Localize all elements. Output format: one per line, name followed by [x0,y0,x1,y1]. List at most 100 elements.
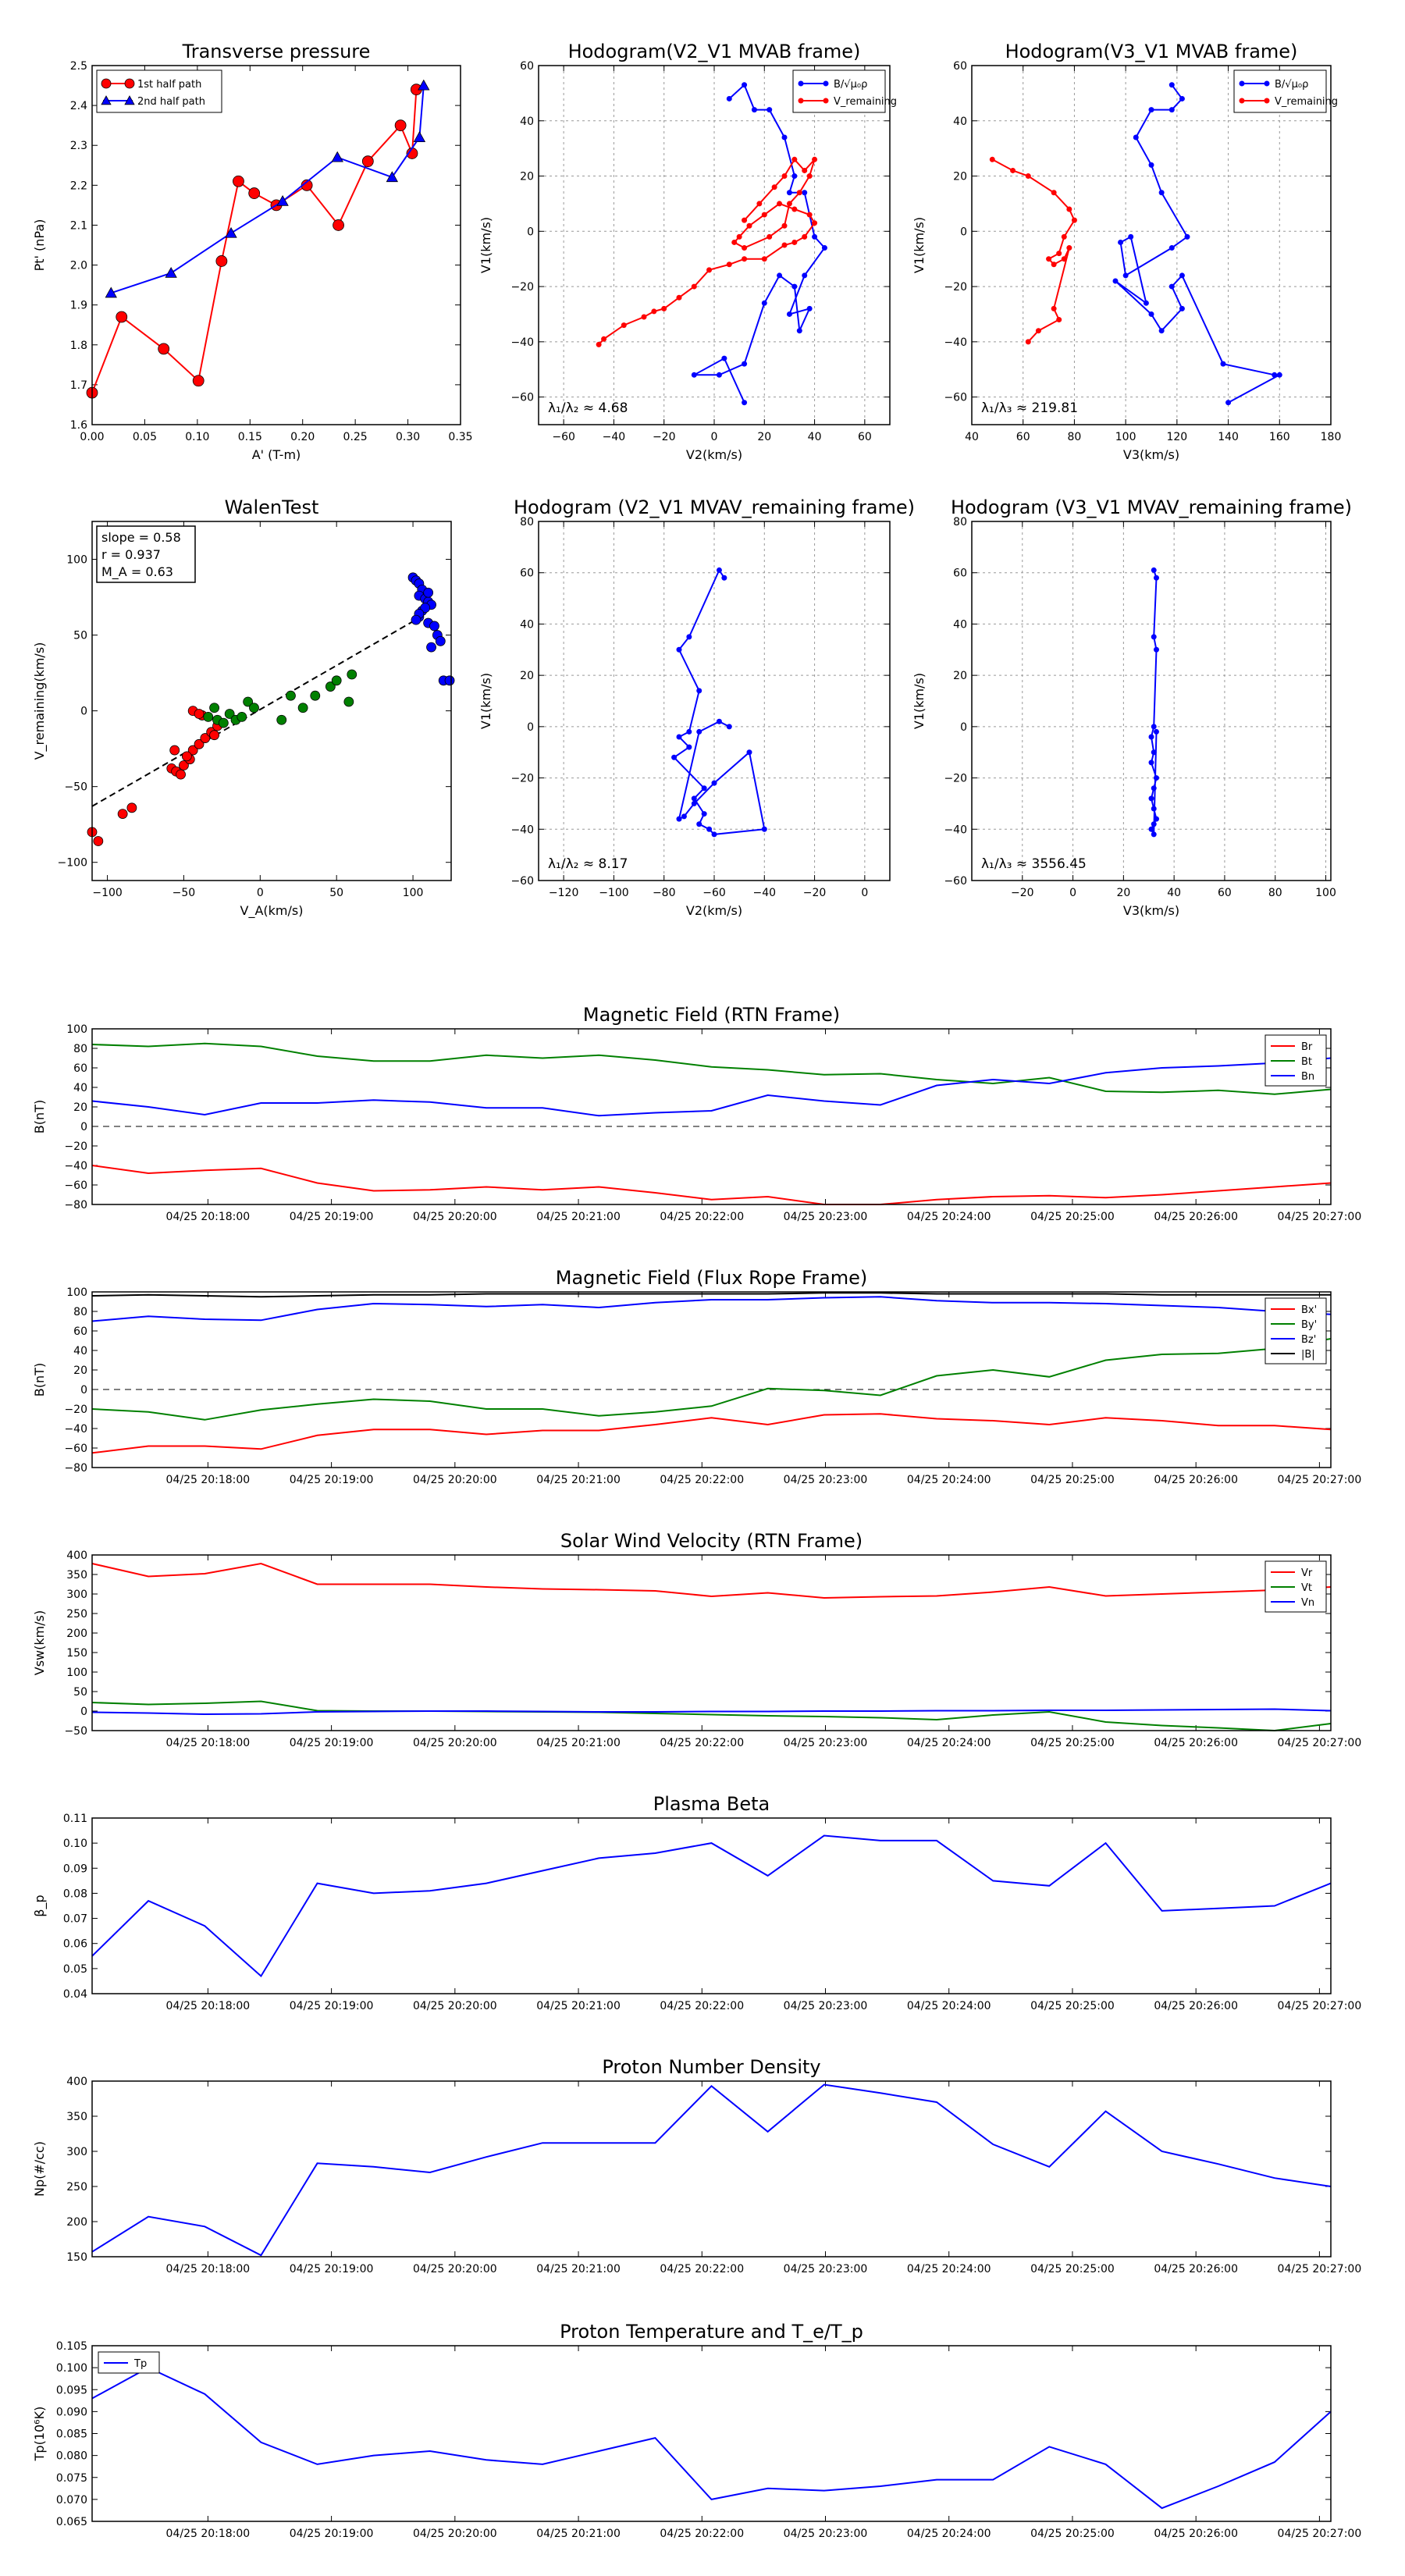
x-tick-label: 60 [1016,431,1030,443]
scatter-point-red [169,745,180,756]
data-point [691,795,697,802]
data-point [1051,262,1057,268]
time-tick-label: 04/25 20:19:00 [290,2528,374,2540]
x-axis-label: V_A(km/s) [240,903,304,919]
y-tick-label: 60 [73,1062,87,1075]
data-point [767,107,773,113]
y-tick-label: 80 [953,516,967,528]
data-point [761,826,767,832]
ratio-annotation: λ₁/λ₃ ≈ 3556.45 [981,856,1087,872]
y-tick-label: 100 [66,1023,87,1036]
series-line-Vr [91,1562,1332,1599]
time-tick-label: 04/25 20:27:00 [1278,2000,1362,2012]
y-tick-label: 400 [66,1550,87,1562]
time-tick-label: 04/25 20:26:00 [1154,2000,1238,2012]
x-tick-label: −40 [753,887,777,899]
data-point [686,634,692,640]
y-axis-label: Vsw(km/s) [32,1610,47,1675]
ratio-annotation: λ₁/λ₃ ≈ 219.81 [981,400,1078,416]
data-point [806,305,813,311]
beta-frame [91,1817,1332,1994]
time-tick-label: 04/25 20:21:00 [536,1211,621,1223]
time-tick-label: 04/25 20:18:00 [166,1211,251,1223]
chart-title: Hodogram(V2_V1 MVAB frame) [568,41,861,62]
data-point [1066,206,1072,212]
chart-temp: 0.065 0.070 0.075 0.080 0.085 0.090 0.095 0.100… [32,2321,1361,2540]
data-point [706,826,713,832]
scatter-point-blue [435,635,446,646]
y-tick-label: −20 [510,281,534,294]
x-tick-label: 80 [1068,431,1082,443]
time-tick-label: 04/25 20:24:00 [907,1474,991,1486]
y-tick-label: 0 [80,1121,87,1133]
x-tick-label: 20 [1116,887,1130,899]
data-point [116,311,128,323]
data-point [716,567,722,573]
y-tick-label: 20 [73,1101,87,1114]
data-point [777,201,783,207]
data-point [786,201,792,207]
data-point [1148,760,1154,766]
y-tick-label: 0 [527,226,534,238]
y-tick-label: −60 [510,875,534,888]
series-line-V_remaining [673,568,766,835]
scatter-point-green [347,669,357,680]
data-point [1151,821,1157,827]
x-tick-label: −40 [603,431,626,443]
hodo_v3v1_mvav-frame [971,521,1332,881]
x-tick-label: −100 [599,887,628,899]
data-point [1151,749,1157,756]
x-tick-label: −20 [803,887,827,899]
vel_rtn-frame [91,1554,1332,1731]
data-point [651,308,657,315]
y-tick-label: 80 [73,1306,87,1318]
data-point [1168,107,1175,113]
chart-title: Magnetic Field (Flux Rope Frame) [556,1267,867,1289]
legend-marker [124,78,135,89]
chart-vel_rtn: −50 0 50 100 150 200 250 300 350 400 04/25 20:18:0… [32,1530,1361,1749]
data-point [1046,256,1052,262]
chart-title: Hodogram (V3_V1 MVAV_remaining frame) [951,496,1352,518]
scatter-point-green [343,696,354,707]
time-tick-label: 04/25 20:25:00 [1030,1737,1115,1749]
y-axis-label: B(nT) [32,1363,47,1397]
data-point [701,811,707,817]
data-point [706,267,713,273]
data-point [1122,272,1129,279]
data-point [989,156,995,162]
temp-frame [91,2345,1332,2522]
y-axis-label: B(nT) [32,1100,47,1133]
x-tick-label: 0 [1069,887,1076,899]
y-tick-label: 300 [66,1589,87,1601]
legend-marker [1264,98,1270,104]
time-tick-label: 04/25 20:27:00 [1278,2528,1362,2540]
time-tick-label: 04/25 20:24:00 [907,1211,991,1223]
scatter-point-blue [444,675,455,686]
data-point [742,217,748,223]
time-tick-label: 04/25 20:25:00 [1030,1211,1115,1223]
data-point [1051,305,1057,311]
y-tick-label: 150 [66,2251,87,2264]
y-axis-label: V1(km/s) [912,673,927,729]
y-tick-label: 60 [520,568,534,580]
y-tick-label: 0 [960,721,967,734]
data-point [791,156,798,162]
legend-marker [124,95,135,105]
y-tick-label: −100 [58,857,87,870]
data-point [1153,728,1159,735]
legend-label: 2nd half path [137,96,205,108]
scatter-point-green [276,714,287,725]
data-point [1151,567,1157,573]
data-point [786,190,792,196]
time-tick-label: 04/25 20:22:00 [660,1211,744,1223]
series-line-V_remaining [991,158,1076,343]
y-tick-label: 0.04 [63,1988,87,2001]
x-tick-label: −50 [173,887,196,899]
y-tick-label: 0.10 [63,1838,87,1850]
data-point [676,294,682,301]
x-tick-label: 100 [1115,431,1136,443]
x-tick-label: 0.30 [396,431,420,443]
legend-marker [823,80,829,87]
y-tick-label: 2.5 [70,60,87,73]
data-point [1056,251,1062,257]
